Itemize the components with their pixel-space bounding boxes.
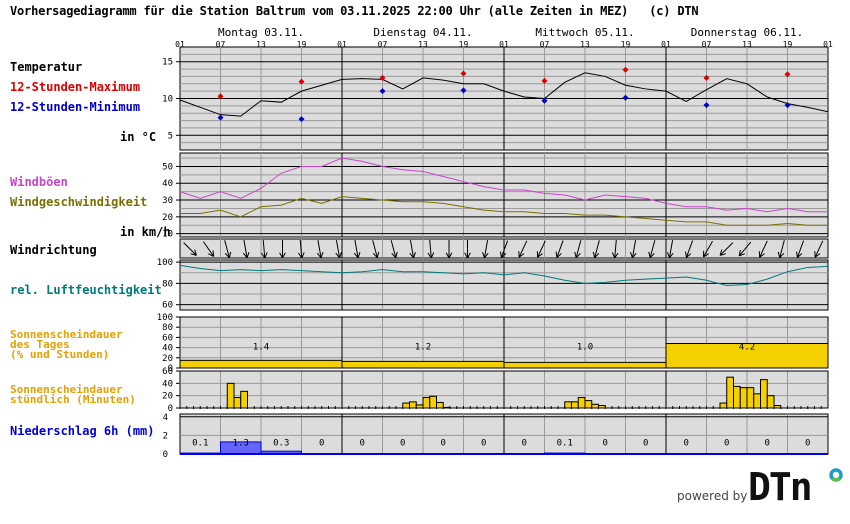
svg-text:0: 0 [360,439,365,449]
day-label: Mittwoch 05.11. [535,26,634,39]
label-wind-unit: in km/h [120,225,171,239]
svg-text:10: 10 [162,230,173,240]
hour-tick: 01 [175,40,185,49]
label-precip: Niederschlag 6h (mm) [10,424,155,438]
svg-text:80: 80 [162,323,173,333]
svg-text:20: 20 [162,213,173,223]
label-temp-unit: in °C [120,130,157,144]
powered-by-text: powered by [677,489,748,503]
hour-tick: 13 [580,40,590,49]
day-label: Montag 03.11. [218,26,304,39]
svg-text:1.3: 1.3 [233,439,249,449]
svg-text:100: 100 [157,258,173,268]
svg-text:0.3: 0.3 [273,439,289,449]
hour-tick: 19 [297,40,307,49]
svg-text:1.0: 1.0 [577,343,593,353]
hour-tick: 07 [540,40,550,49]
hour-tick: 19 [783,40,793,49]
svg-text:0: 0 [481,439,486,449]
svg-text:40: 40 [162,179,173,189]
label-sun-hourly-2: stündlich (Minuten) [10,393,136,406]
svg-text:50: 50 [162,162,173,172]
label-sun-daily-2: des Tages [10,338,70,351]
label-max12: 12-Stunden-Maximum [10,80,141,94]
svg-text:0: 0 [319,439,324,449]
svg-text:0: 0 [603,439,608,449]
label-temperature: Temperatur [10,60,83,74]
svg-text:0: 0 [805,439,810,449]
svg-text:100: 100 [157,313,173,323]
page-title: Vorhersagediagramm für die Station Baltr… [10,4,699,18]
forecast-chart: Montag 03.11. Dienstag 04.11. Mittwoch 05.… [157,26,833,460]
svg-text:0: 0 [643,439,648,449]
svg-text:0: 0 [765,439,770,449]
svg-text:40: 40 [162,344,173,354]
hour-tick: 13 [256,40,266,49]
svg-text:80: 80 [162,279,173,289]
svg-text:4.2: 4.2 [739,343,755,353]
day-label: Donnerstag 06.11. [691,26,804,39]
label-wind-direction: Windrichtung [10,243,97,257]
svg-text:0: 0 [400,439,405,449]
hour-tick: 01 [823,40,833,49]
hour-tick: 07 [216,40,226,49]
day-label: Dienstag 04.11. [373,26,472,39]
svg-text:DTn: DTn [748,466,811,506]
svg-text:15: 15 [162,58,173,68]
svg-text:60: 60 [162,333,173,343]
hour-tick: 19 [459,40,469,49]
svg-text:0: 0 [163,450,168,460]
svg-text:1.2: 1.2 [415,343,431,353]
svg-text:0: 0 [441,439,446,449]
label-min12: 12-Stunden-Minimum [10,100,141,114]
hour-tick: 13 [742,40,752,49]
label-wind-speed: Windgeschwindigkeit [10,195,148,209]
label-humidity: rel. Luftfeuchtigkeit [10,283,162,297]
svg-text:1.4: 1.4 [253,343,269,353]
svg-text:0: 0 [724,439,729,449]
svg-text:4: 4 [163,413,168,423]
svg-text:30: 30 [162,196,173,206]
svg-text:0: 0 [684,439,689,449]
svg-text:20: 20 [162,354,173,364]
hour-tick: 01 [661,40,671,49]
dtn-logo[interactable]: DTn [748,465,848,510]
svg-text:10: 10 [162,95,173,105]
svg-text:60: 60 [162,367,173,377]
label-sun-daily-3: (% und Stunden) [10,348,110,361]
label-sun-hourly-1: Sonnenscheindauer [10,383,123,396]
svg-text:5: 5 [168,131,173,141]
label-gusts: Windböen [10,175,68,189]
svg-text:0.1: 0.1 [192,439,208,449]
svg-text:40: 40 [162,379,173,389]
label-sun-daily-1: Sonnenscheindauer [10,328,123,341]
hour-tick: 01 [499,40,509,49]
svg-text:2: 2 [163,431,168,441]
hour-tick: 19 [621,40,631,49]
svg-text:0: 0 [168,404,173,414]
svg-text:60: 60 [162,301,173,311]
svg-text:0.1: 0.1 [557,439,573,449]
svg-text:0: 0 [168,364,173,374]
svg-text:0: 0 [522,439,527,449]
hour-tick: 07 [702,40,712,49]
hour-tick: 07 [378,40,388,49]
svg-text:20: 20 [162,392,173,402]
hour-tick: 01 [337,40,347,49]
hour-tick: 13 [418,40,428,49]
